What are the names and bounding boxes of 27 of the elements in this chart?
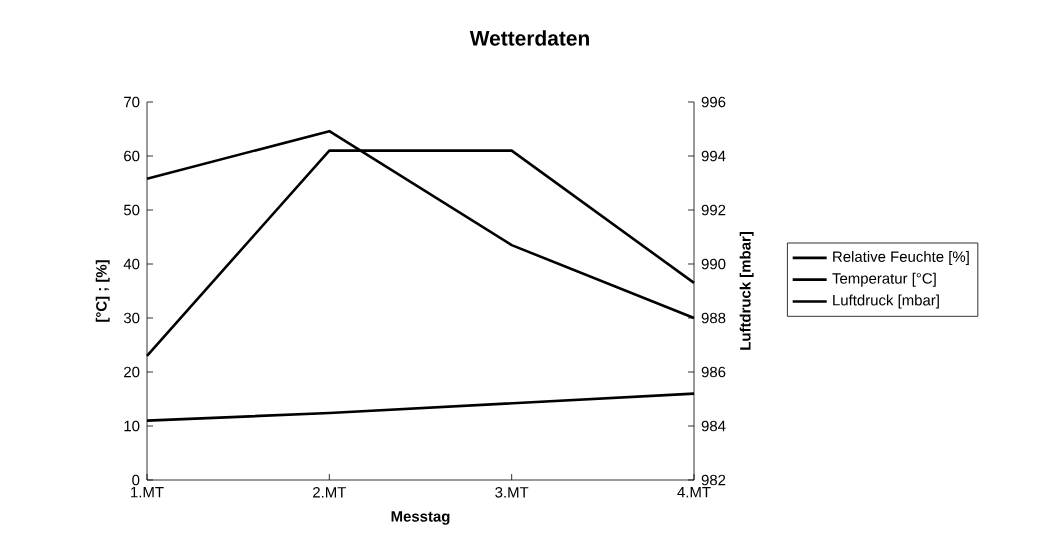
y2-tick-label: 988 xyxy=(701,312,726,324)
y-tick-label: 0 xyxy=(132,474,140,486)
legend-label: Temperatur [°C] xyxy=(832,272,936,287)
y2-tick-label: 990 xyxy=(701,258,726,270)
y2-tick-label: 992 xyxy=(701,204,726,216)
y-axis-title: [°C] ; [%] xyxy=(95,260,110,322)
x-tick-label: 1.MT xyxy=(131,487,164,498)
y2-tick-label: 996 xyxy=(701,96,726,108)
y2-tick-label: 986 xyxy=(701,366,726,378)
x-tick-label: 2.MT xyxy=(313,487,347,498)
legend-label: Relative Feuchte [%] xyxy=(833,250,969,265)
y2-tick-label: 994 xyxy=(701,150,726,162)
y-tick-label: 10 xyxy=(124,420,140,432)
chart-title: Wetterdaten xyxy=(469,30,589,46)
legend-label: Luftdruck [mbar] xyxy=(833,294,939,309)
x-tick-label: 3.MT xyxy=(495,487,529,498)
y-tick-label: 40 xyxy=(123,258,140,270)
y-tick-label: 70 xyxy=(124,96,140,108)
x-axis-title: Messtag xyxy=(391,511,450,525)
y2-tick-label: 982 xyxy=(701,474,726,486)
y2-tick-label: 984 xyxy=(701,420,726,432)
y-tick-label: 20 xyxy=(124,366,140,378)
x-tick-label: 4.MT xyxy=(677,487,711,498)
y-tick-label: 30 xyxy=(123,312,140,324)
y2-axis-title: Luftdruck [mbar] xyxy=(739,232,754,350)
y-tick-label: 60 xyxy=(124,150,140,162)
y-tick-label: 50 xyxy=(123,204,140,216)
